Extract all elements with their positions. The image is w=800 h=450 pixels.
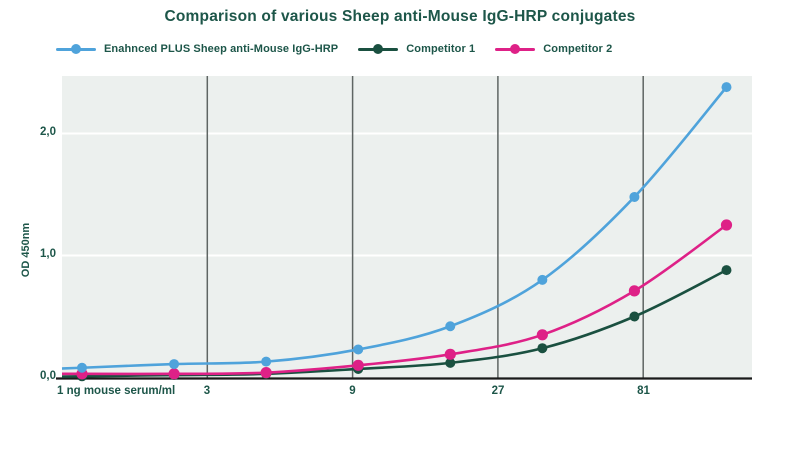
- legend-label: Competitor 2: [543, 43, 613, 55]
- y-tick-0: 0,0: [40, 370, 56, 382]
- data-point-series-0: [721, 82, 732, 93]
- data-point-series-0: [353, 344, 364, 355]
- legend-marker-line: [358, 44, 399, 54]
- data-point-series-2: [168, 368, 180, 380]
- legend-marker-line: [495, 44, 536, 54]
- legend-item-competitor-2: Competitor 2: [495, 43, 612, 55]
- data-point-series-2: [628, 285, 641, 297]
- x-tick-27: 27: [491, 385, 505, 397]
- y-tick-2: 2,0: [40, 126, 56, 138]
- x-tick-9: 9: [349, 385, 356, 397]
- data-point-series-2: [720, 219, 733, 231]
- legend-item-enhanced-plus: Enahnced PLUS Sheep anti-Mouse IgG-HRP: [56, 43, 338, 55]
- data-point-series-1: [537, 343, 548, 354]
- data-point-series-1: [445, 357, 456, 368]
- series-line-2: [62, 223, 728, 376]
- data-point-series-0: [537, 274, 548, 285]
- legend-label: Competitor 1: [406, 43, 476, 55]
- data-point-series-0: [629, 191, 640, 202]
- data-point-series-0: [261, 356, 272, 367]
- legend-marker-dot: [71, 44, 81, 54]
- series-line-0: [61, 86, 728, 370]
- legend: Enahnced PLUS Sheep anti-Mouse IgG-HRP C…: [56, 43, 612, 55]
- legend-marker-dot: [510, 44, 521, 54]
- legend-item-competitor-1: Competitor 1: [358, 43, 475, 55]
- legend-marker-line: [56, 44, 96, 54]
- data-point-series-0: [445, 321, 456, 332]
- chart-title: Comparison of various Sheep anti-Mouse I…: [164, 8, 636, 25]
- data-point-series-1: [629, 311, 640, 322]
- x-axis-label: 1 ng mouse serum/ml: [57, 385, 176, 397]
- x-tick-81: 81: [637, 385, 650, 397]
- x-tick-3: 3: [203, 385, 211, 397]
- data-point-series-2: [352, 359, 364, 371]
- data-point-series-2: [260, 367, 272, 379]
- y-tick-1: 1,0: [40, 248, 56, 260]
- data-point-series-1: [721, 265, 732, 276]
- data-point-series-2: [536, 329, 548, 341]
- data-point-series-2: [444, 348, 456, 360]
- plot-background: [62, 76, 752, 378]
- legend-label: Enahnced PLUS Sheep anti-Mouse IgG-HRP: [104, 43, 339, 55]
- data-point-series-0: [169, 359, 180, 370]
- data-point-series-0: [77, 362, 87, 373]
- legend-marker-dot: [373, 44, 384, 54]
